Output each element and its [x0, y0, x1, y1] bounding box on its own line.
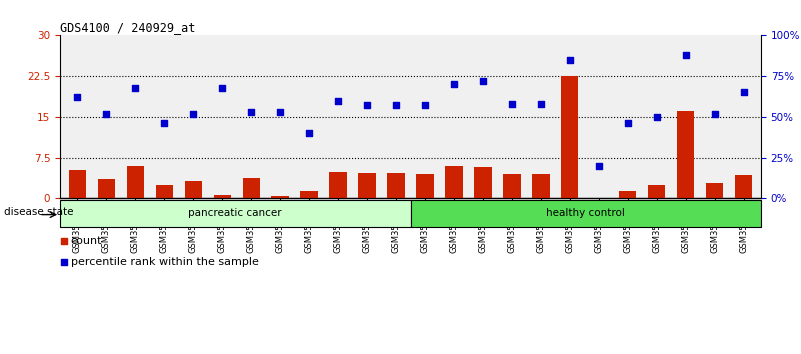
Point: [622, 120, 634, 126]
Point: [261, 152, 274, 158]
Text: percentile rank within the sample: percentile rank within the sample: [70, 257, 259, 267]
Bar: [503, 175, 521, 198]
Point: [708, 111, 721, 116]
Text: count: count: [70, 236, 102, 246]
Bar: [417, 174, 433, 198]
Point: [505, 101, 518, 107]
Point: [737, 90, 750, 95]
Text: healthy control: healthy control: [546, 208, 625, 218]
Bar: [562, 76, 578, 198]
Bar: [98, 179, 115, 198]
Bar: [155, 185, 173, 198]
Bar: [706, 183, 723, 198]
Point: [245, 109, 258, 115]
Point: [360, 103, 373, 108]
Bar: [272, 195, 289, 198]
Point: [100, 111, 113, 116]
Bar: [300, 191, 318, 198]
Text: pancreatic cancer: pancreatic cancer: [188, 208, 282, 218]
Point: [187, 111, 199, 116]
Text: disease state: disease state: [4, 207, 74, 217]
Bar: [445, 166, 463, 198]
Bar: [358, 173, 376, 198]
Point: [129, 85, 142, 90]
Bar: [388, 173, 405, 198]
Point: [593, 163, 606, 169]
Text: GDS4100 / 240929_at: GDS4100 / 240929_at: [60, 21, 195, 34]
Point: [71, 95, 84, 100]
Point: [274, 109, 287, 115]
Point: [650, 114, 663, 120]
Bar: [60, 200, 410, 227]
Bar: [184, 181, 202, 198]
Bar: [69, 170, 87, 198]
Bar: [648, 185, 666, 198]
Bar: [677, 112, 694, 198]
Point: [563, 57, 576, 63]
Point: [534, 101, 547, 107]
Bar: [127, 166, 144, 198]
Point: [477, 78, 489, 84]
Bar: [619, 191, 637, 198]
Point: [679, 52, 692, 58]
Bar: [735, 176, 752, 198]
Point: [419, 103, 432, 108]
Point: [158, 120, 171, 126]
Point: [389, 103, 402, 108]
Point: [215, 85, 228, 90]
Bar: [214, 195, 231, 198]
Bar: [329, 172, 347, 198]
Point: [332, 98, 344, 103]
Bar: [532, 175, 549, 198]
Bar: [243, 178, 260, 198]
Point: [448, 81, 461, 87]
Bar: [410, 200, 761, 227]
Bar: [474, 167, 492, 198]
Point: [303, 130, 316, 136]
